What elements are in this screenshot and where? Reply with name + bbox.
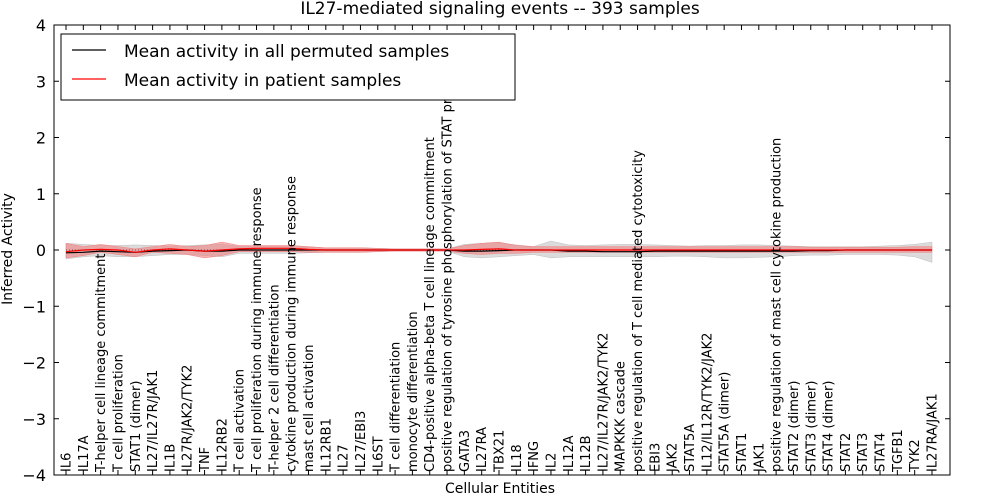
x-tick-label: GATA3 [458,430,473,472]
y-tick-label: −1 [22,297,46,316]
y-tick-label: 0 [36,241,46,260]
y-axis-ticks: −4 −3 −2 −1 0 1 2 3 4 [22,16,950,485]
x-tick-label: STAT3 [856,433,871,472]
x-tick-label: positive regulation of T cell mediated c… [631,150,646,472]
chart-title: IL27-mediated signaling events -- 393 sa… [300,0,700,19]
x-tick-label: IL12RB1 [319,418,334,472]
x-tick-label: cytokine production during immune respon… [285,176,300,472]
x-tick-label: IL18 [510,444,525,472]
x-axis-ticks [65,25,933,475]
x-tick-label: JAK2 [666,443,681,473]
x-tick-label: TNF [198,447,213,473]
x-tick-label: STAT1 [735,433,750,472]
x-tick-label: STAT4 [874,433,889,472]
x-tick-label: positive regulation of mast cell cytokin… [770,138,785,472]
x-tick-label: mast cell activation [302,344,317,472]
x-tick-label: IL27RA [475,427,490,472]
x-axis-tick-labels: IL6 IL17A T-helper cell lineage commitment… [60,66,941,473]
x-tick-label: T cell activation [233,369,248,473]
y-tick-label: 4 [36,16,46,35]
x-tick-label: TBX21 [493,430,508,473]
x-tick-label: STAT2 [839,433,854,472]
x-tick-label: IFNG [527,441,542,472]
x-tick-label: IL27 [337,444,352,472]
y-tick-label: −2 [22,354,46,373]
legend-label-permuted: Mean activity in all permuted samples [124,42,449,62]
series-lines [65,247,932,254]
x-tick-label: monocyte differentiation [406,311,421,472]
x-tick-label: IL12B [579,435,594,472]
x-tick-label: T-helper 2 cell differentiation [267,284,282,473]
x-tick-label: STAT2 (dimer) [787,381,802,472]
legend-label-patient: Mean activity in patient samples [124,71,401,91]
x-tick-label: T cell proliferation during immune respo… [250,187,265,473]
y-tick-label: 3 [36,72,46,91]
legend: Mean activity in all permuted samples Me… [60,33,516,101]
line-patient [65,247,932,253]
x-tick-label: IL1B [163,444,178,472]
x-tick-label: MAPKKK cascade [614,361,629,472]
x-tick-label: JAK1 [752,443,767,473]
x-tick-label: IL6 [60,453,75,472]
x-tick-label: STAT4 (dimer) [822,381,837,472]
y-tick-label: 2 [36,129,46,148]
x-tick-label: STAT1 (dimer) [129,381,144,472]
y-tick-label: −3 [22,410,46,429]
x-tick-label: IL27RA/JAK1 [926,393,941,472]
x-tick-label: TGFB1 [891,429,906,473]
x-tick-label: IL27R/JAK2/TYK2 [181,365,196,472]
x-tick-label: IL2 [545,453,560,472]
x-tick-label: STAT5A [683,424,698,472]
x-tick-label: STAT5A (dimer) [718,372,733,472]
x-tick-label: T cell differentiation [389,342,404,473]
legend-box [60,33,516,101]
y-tick-label: −4 [22,466,46,485]
x-tick-label: IL6ST [371,436,386,472]
x-tick-label: T cell proliferation [112,354,127,473]
x-tick-label: IL17A [77,435,92,472]
x-tick-label: TYK2 [908,439,923,473]
x-tick-label: STAT3 (dimer) [804,381,819,472]
x-tick-label: IL27/EBI3 [354,411,369,472]
y-tick-label: 1 [36,185,46,204]
x-tick-label: CD4-positive alpha-beta T cell lineage c… [423,137,438,472]
x-tick-label: IL12/IL12R/TYK2/JAK2 [700,333,715,472]
x-axis-label: Cellular Entities [445,481,555,497]
x-tick-label: IL27/IL27R/JAK2/TYK2 [596,333,611,472]
x-tick-label: IL12A [562,435,577,472]
x-tick-label: EBI3 [648,443,663,472]
y-axis-label: Inferred Activity [0,193,16,305]
x-tick-label: positive regulation of tyrosine phosphor… [441,66,456,472]
x-tick-label: IL12RB2 [215,418,230,472]
x-tick-label: T-helper cell lineage commitment [94,254,109,473]
x-tick-label: IL27/IL27R/JAK1 [146,370,161,472]
